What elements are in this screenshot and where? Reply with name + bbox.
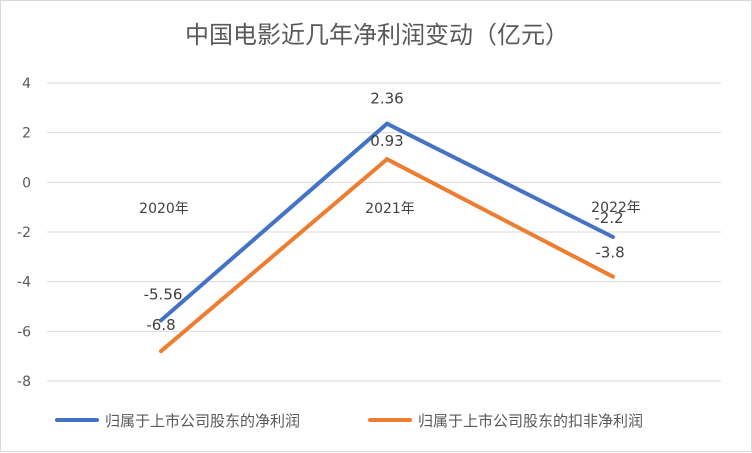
category-labels: 2020年 2021年 2022年: [139, 200, 641, 217]
data-label: -2.2: [594, 209, 623, 227]
y-tick-label: -4: [17, 275, 31, 291]
legend-label-2: 归属于上市公司股东的扣非净利润: [418, 412, 643, 430]
series-line-2: [159, 156, 615, 354]
y-tick-label: 0: [22, 175, 31, 191]
series-lines: [159, 121, 615, 354]
category-label: 2022年: [591, 200, 641, 216]
legend: 归属于上市公司股东的净利润 归属于上市公司股东的扣非净利润: [55, 412, 643, 430]
data-labels: -5.56 2.36 -2.2 -6.8 0.93 -3.8: [144, 90, 625, 334]
y-tick-label: -8: [17, 374, 31, 390]
y-axis-ticks: 4 2 0 -2 -4 -6 -8: [17, 76, 31, 390]
y-tick-label: 2: [22, 126, 31, 142]
category-label: 2020年: [139, 201, 189, 217]
y-tick-label: -6: [17, 324, 31, 340]
gridlines: [47, 82, 721, 382]
legend-label-1: 归属于上市公司股东的净利润: [105, 412, 300, 430]
y-tick-label: 4: [22, 76, 31, 92]
data-label: -5.56: [144, 285, 183, 303]
data-label: 0.93: [370, 132, 403, 150]
data-label: -6.8: [146, 316, 175, 334]
chart-title: 中国电影近几年净利润变动（亿元）: [185, 21, 569, 49]
y-tick-label: -2: [17, 225, 31, 241]
data-label: -3.8: [595, 244, 624, 262]
series-line-1: [159, 121, 615, 323]
data-label: 2.36: [370, 90, 403, 108]
category-label: 2021年: [365, 201, 415, 217]
